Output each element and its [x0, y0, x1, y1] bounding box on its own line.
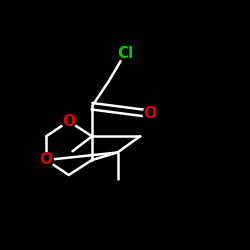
Text: O: O [144, 106, 156, 121]
Circle shape [62, 114, 76, 128]
Circle shape [118, 47, 132, 61]
Text: O: O [62, 114, 75, 129]
Circle shape [143, 107, 157, 121]
Circle shape [39, 153, 53, 167]
Text: O: O [40, 152, 53, 168]
Text: Cl: Cl [117, 46, 133, 61]
